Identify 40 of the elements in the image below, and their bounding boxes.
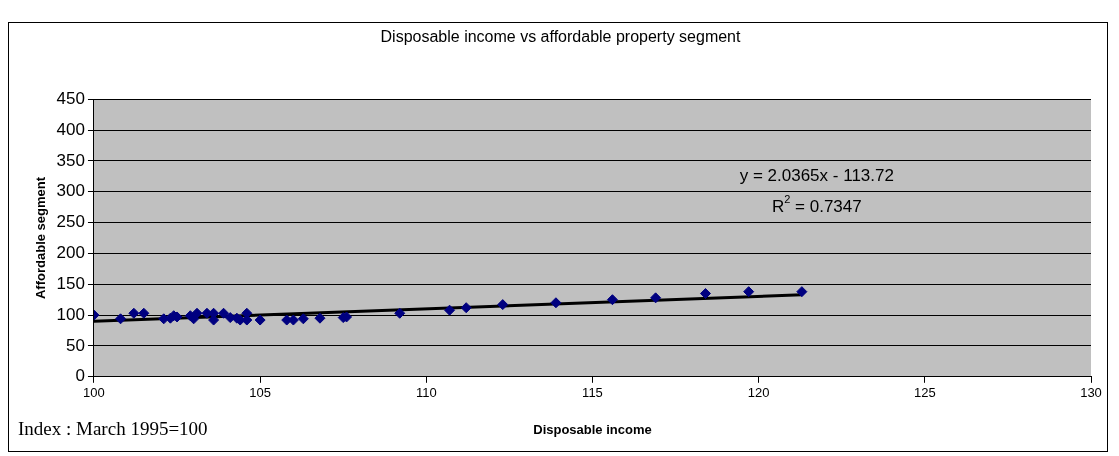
y-tick-label: 0	[75, 366, 85, 386]
y-tick-label: 450	[56, 88, 85, 108]
point	[394, 307, 406, 319]
point	[606, 294, 618, 306]
text: Index : March 1995=100	[18, 418, 208, 440]
y-tick-label: 250	[56, 212, 85, 232]
y-tick-label: 200	[56, 243, 85, 263]
y-tick-label: 400	[56, 119, 85, 139]
x-axis-title: Disposable income	[533, 421, 652, 437]
point	[138, 307, 150, 319]
y-axis-title: Affordable segment	[33, 176, 49, 300]
y-tick-label: 300	[56, 181, 85, 201]
point	[297, 313, 309, 325]
point	[796, 286, 808, 298]
y-tick-label: 150	[56, 273, 85, 293]
y-tick-label: 100	[56, 304, 85, 324]
point	[218, 307, 230, 319]
annotation: y = 2.0365x - 113.72	[739, 166, 894, 185]
x-tick-label: 115	[582, 385, 603, 401]
point	[460, 302, 472, 314]
x-tick-label: 110	[415, 385, 437, 401]
x-tick-label: 125	[913, 385, 936, 401]
x-tick-label: 120	[747, 385, 770, 401]
point	[497, 299, 509, 311]
x-tick-label: 105	[249, 385, 271, 401]
x-tick-label: 100	[83, 385, 105, 401]
y-tick-label: 350	[56, 150, 85, 170]
chart-title: Disposable income vs affordable property segment	[380, 28, 741, 46]
point	[550, 297, 562, 309]
point	[743, 286, 755, 298]
point	[444, 304, 456, 316]
point	[254, 314, 266, 326]
x-tick-label: 130	[1080, 385, 1102, 401]
point	[650, 292, 662, 304]
y-tick-label: 50	[66, 335, 85, 355]
point	[191, 307, 203, 319]
point	[115, 313, 127, 325]
point	[699, 288, 711, 300]
point	[314, 312, 326, 324]
point	[128, 307, 140, 319]
